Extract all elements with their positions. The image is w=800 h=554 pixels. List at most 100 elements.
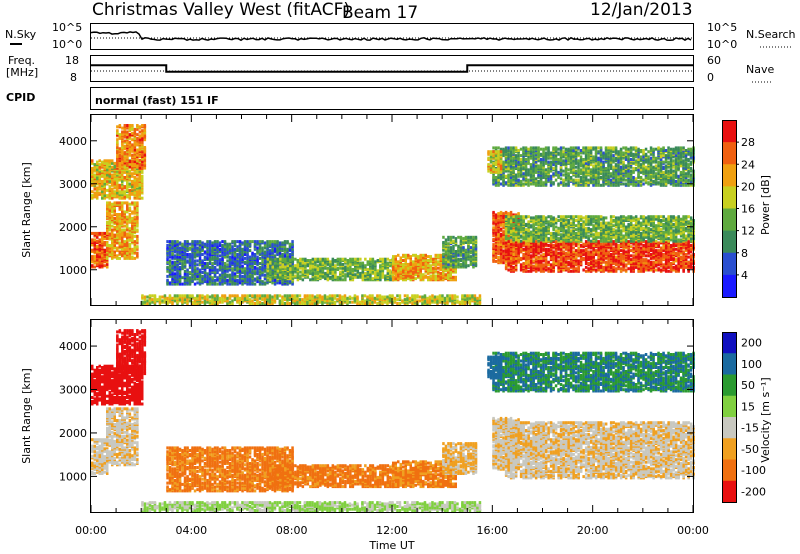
power-cell xyxy=(243,240,247,244)
power-cell xyxy=(439,257,442,261)
power-cell xyxy=(131,255,134,259)
power-cell xyxy=(273,282,277,286)
power-cell xyxy=(607,267,610,271)
power-cell xyxy=(456,295,459,299)
power-cell xyxy=(437,266,440,270)
power-cell xyxy=(499,254,503,258)
power-cell xyxy=(166,255,169,259)
power-cell xyxy=(263,273,267,277)
power-cell xyxy=(203,274,207,278)
power-cell xyxy=(136,127,139,131)
power-cell xyxy=(121,228,124,232)
power-cell xyxy=(116,138,119,142)
power-cell xyxy=(203,280,207,284)
power-cell xyxy=(478,300,482,304)
power-cell xyxy=(657,267,660,271)
power-cell xyxy=(301,270,305,274)
power-cell xyxy=(442,259,445,262)
power-cell xyxy=(198,274,202,278)
power-cell xyxy=(193,296,197,300)
power-cell xyxy=(248,294,252,298)
power-cell xyxy=(293,299,297,303)
power-cell xyxy=(659,268,663,272)
power-cell xyxy=(549,263,553,267)
power-cell xyxy=(143,134,147,138)
power-cell xyxy=(311,271,315,275)
power-cell xyxy=(206,250,209,254)
power-cell xyxy=(562,268,565,272)
power-cell xyxy=(381,300,384,304)
power-cell xyxy=(143,295,147,299)
power-cell xyxy=(116,140,119,144)
power-cell xyxy=(279,268,282,271)
power-cell xyxy=(632,262,635,265)
power-cell xyxy=(256,267,259,271)
power-cell xyxy=(672,260,675,264)
power-cell xyxy=(106,164,109,168)
power-cell xyxy=(213,278,217,282)
power-cell xyxy=(123,210,126,214)
power-region-5 xyxy=(266,257,395,282)
power-cell xyxy=(103,159,106,163)
power-cell xyxy=(136,153,139,157)
power-cell xyxy=(299,270,302,274)
power-cell xyxy=(449,255,453,259)
power-cell xyxy=(188,271,192,274)
power-cell xyxy=(512,268,515,272)
power-cell xyxy=(509,264,513,268)
power-cell xyxy=(442,271,445,275)
power-cell xyxy=(497,252,500,256)
power-cell xyxy=(427,275,430,279)
power-cell xyxy=(389,269,392,273)
power-cell xyxy=(231,302,234,305)
power-cell xyxy=(171,264,174,268)
power-cell xyxy=(412,253,415,257)
power-cell xyxy=(106,188,109,192)
power-cell xyxy=(178,265,182,269)
power-cell xyxy=(96,191,99,195)
power-cell xyxy=(557,259,560,263)
power-cell xyxy=(116,168,119,172)
power-cell xyxy=(316,274,320,278)
power-cell xyxy=(106,179,109,183)
power-cell xyxy=(316,270,320,274)
power-region-7 xyxy=(442,235,478,269)
power-cell xyxy=(452,275,455,279)
power-cell xyxy=(552,265,555,269)
power-cell xyxy=(331,294,334,298)
power-cell xyxy=(198,298,202,302)
power-cell xyxy=(476,296,479,300)
power-cell xyxy=(349,257,352,261)
power-cell xyxy=(128,202,132,206)
power-cell xyxy=(228,242,232,246)
power-cell xyxy=(133,164,137,167)
power-cell xyxy=(223,272,227,276)
power-cell xyxy=(141,165,144,169)
power-cell xyxy=(394,277,397,281)
frequency-label-line2: [MHz] xyxy=(6,66,38,79)
power-cell xyxy=(386,271,390,275)
power-cell xyxy=(103,194,106,198)
power-cell xyxy=(96,181,99,185)
power-cell xyxy=(236,247,239,251)
power-cell xyxy=(116,194,119,198)
power-cell xyxy=(416,299,419,303)
power-cell xyxy=(203,277,207,281)
power-cell xyxy=(121,222,124,225)
power-cell xyxy=(236,274,239,278)
power-cell xyxy=(326,278,330,282)
power-cell xyxy=(434,253,437,257)
power-cell xyxy=(356,275,360,279)
power-cell xyxy=(659,264,663,268)
power-cell xyxy=(238,296,242,300)
power-cell xyxy=(291,257,295,261)
power-cell xyxy=(128,147,132,151)
power-cell xyxy=(622,268,625,272)
power-cell xyxy=(467,255,470,259)
power-cell xyxy=(269,278,272,282)
power-cell xyxy=(143,164,147,167)
power-cell xyxy=(138,125,142,129)
power-cell xyxy=(166,296,169,300)
power-cell xyxy=(273,254,277,258)
power-cell xyxy=(203,262,207,265)
